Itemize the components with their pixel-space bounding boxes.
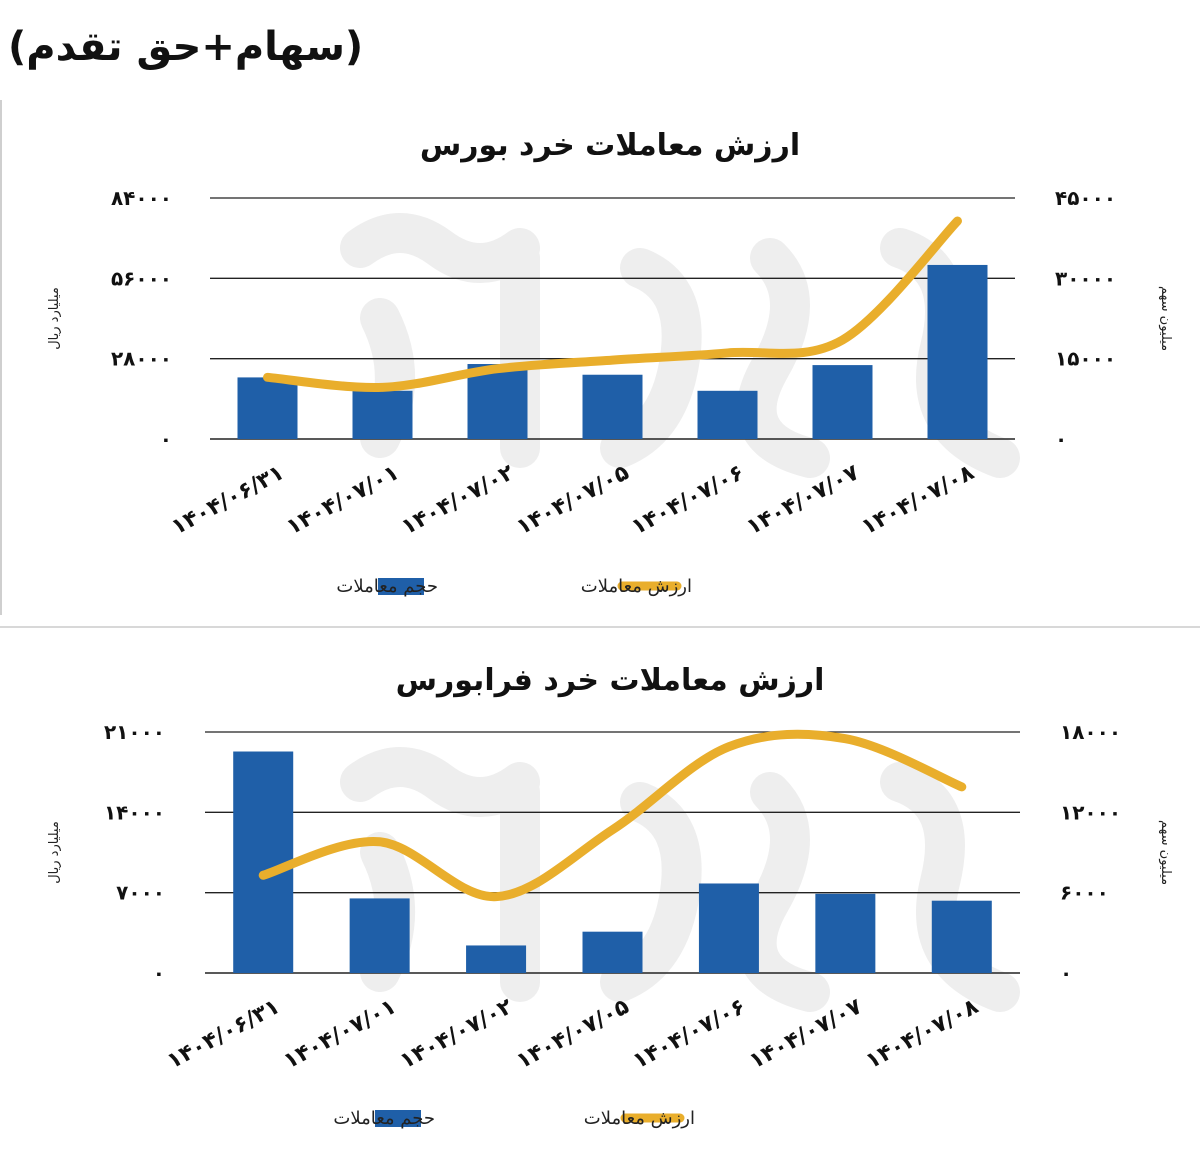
legend-swatch-bar xyxy=(378,578,424,595)
y-tick-label: ۲۱۰۰۰ xyxy=(104,720,165,744)
legend: حجم معاملات ارزش معاملات xyxy=(333,1108,695,1129)
bar-1 xyxy=(237,377,298,439)
y2-axis-label: میلیون سهم xyxy=(1158,286,1173,351)
x-tick-label: ۱۴۰۴/۰۷/۰۲ xyxy=(398,460,519,540)
legend-label-line: ارزش معاملات xyxy=(584,1108,695,1129)
y2-tick-label: ۰ xyxy=(1055,427,1067,451)
y2-tick-label: ۴۵۰۰۰ xyxy=(1055,186,1116,210)
bar-7 xyxy=(927,264,988,439)
section-divider xyxy=(0,626,1200,628)
x-tick-label: ۱۴۰۴/۰۷/۰۵ xyxy=(513,994,634,1074)
legend: حجم معاملات ارزش معاملات xyxy=(336,576,692,597)
header-note: (سهام+حق تقدم) xyxy=(8,24,364,70)
bar-1 xyxy=(233,751,294,973)
y-tick-label: ۰ xyxy=(153,961,165,985)
x-tick-label: ۱۴۰۴/۰۶/۳۱ xyxy=(168,460,289,540)
y2-tick-label: ۱۸۰۰۰ xyxy=(1060,720,1121,744)
y2-tick-label: ۱۵۰۰۰ xyxy=(1055,347,1116,371)
chart-boors: ارزش معاملات خرد بورس ۰ ۰ ۲۸۰۰۰ ۱۵۰۰۰ ۵۶۰۰۰ ۳۰… xyxy=(47,128,1173,597)
legend-swatch-bar xyxy=(375,1110,421,1127)
y-tick-label: ۷۰۰۰ xyxy=(116,881,165,905)
bar-4 xyxy=(582,374,643,439)
x-tick-label: ۱۴۰۴/۰۷/۰۶ xyxy=(629,994,750,1074)
bar-6 xyxy=(812,365,873,439)
bar-5 xyxy=(698,883,759,973)
bar-3 xyxy=(467,364,528,439)
bar-5 xyxy=(697,390,758,439)
y-tick-label: ۸۴۰۰۰ xyxy=(111,186,172,210)
bar-3 xyxy=(466,945,527,973)
y-tick-label: ۱۴۰۰۰ xyxy=(104,800,165,824)
x-tick-label: ۱۴۰۴/۰۷/۰۸ xyxy=(858,460,979,540)
bar-2 xyxy=(349,898,410,973)
x-tick-label: ۱۴۰۴/۰۷/۰۲ xyxy=(396,994,517,1074)
bar-6 xyxy=(815,893,876,973)
x-tick-label: ۱۴۰۴/۰۷/۰۸ xyxy=(862,994,983,1074)
y-tick-label: ۰ xyxy=(160,427,172,451)
x-tick-label: ۱۴۰۴/۰۷/۰۶ xyxy=(628,460,749,540)
chart-title: ارزش معاملات خرد فرابورس xyxy=(396,663,825,698)
chart-faraboors: ارزش معاملات خرد فرابورس ۰ ۰ ۷۰۰۰ ۶۰۰۰ ۱۴۰۰۰ ۱… xyxy=(47,663,1173,1129)
y2-tick-label: ۶۰۰۰ xyxy=(1060,881,1109,905)
y2-tick-label: ۳۰۰۰۰ xyxy=(1055,266,1116,290)
y2-axis-label: میلیون سهم xyxy=(1158,820,1173,885)
bar-7 xyxy=(931,900,992,973)
x-tick-label: ۱۴۰۴/۰۷/۰۱ xyxy=(280,994,401,1074)
watermark xyxy=(340,213,1020,478)
y-tick-label: ۲۸۰۰۰ xyxy=(111,347,172,371)
bar-4 xyxy=(582,931,643,973)
y-tick-label: ۵۶۰۰۰ xyxy=(111,266,172,290)
legend-label-line: ارزش معاملات xyxy=(581,576,692,597)
x-tick-label: ۱۴۰۴/۰۶/۳۱ xyxy=(163,994,284,1074)
watermark-stroke xyxy=(340,213,1020,478)
x-tick-label: ۱۴۰۴/۰۷/۰۱ xyxy=(283,460,404,540)
left-border xyxy=(0,100,2,615)
x-tick-label: ۱۴۰۴/۰۷/۰۵ xyxy=(513,460,634,540)
legend-label-bar: حجم معاملات xyxy=(336,576,438,597)
bar-2 xyxy=(352,390,413,439)
y-axis-label: میلیارد ریال xyxy=(47,821,62,884)
legend-label-bar: حجم معاملات xyxy=(333,1108,435,1129)
y-axis-label: میلیارد ریال xyxy=(47,287,62,350)
y2-tick-label: ۱۲۰۰۰ xyxy=(1060,800,1121,824)
chart-title: ارزش معاملات خرد بورس xyxy=(420,128,800,163)
y2-tick-label: ۰ xyxy=(1060,961,1072,985)
